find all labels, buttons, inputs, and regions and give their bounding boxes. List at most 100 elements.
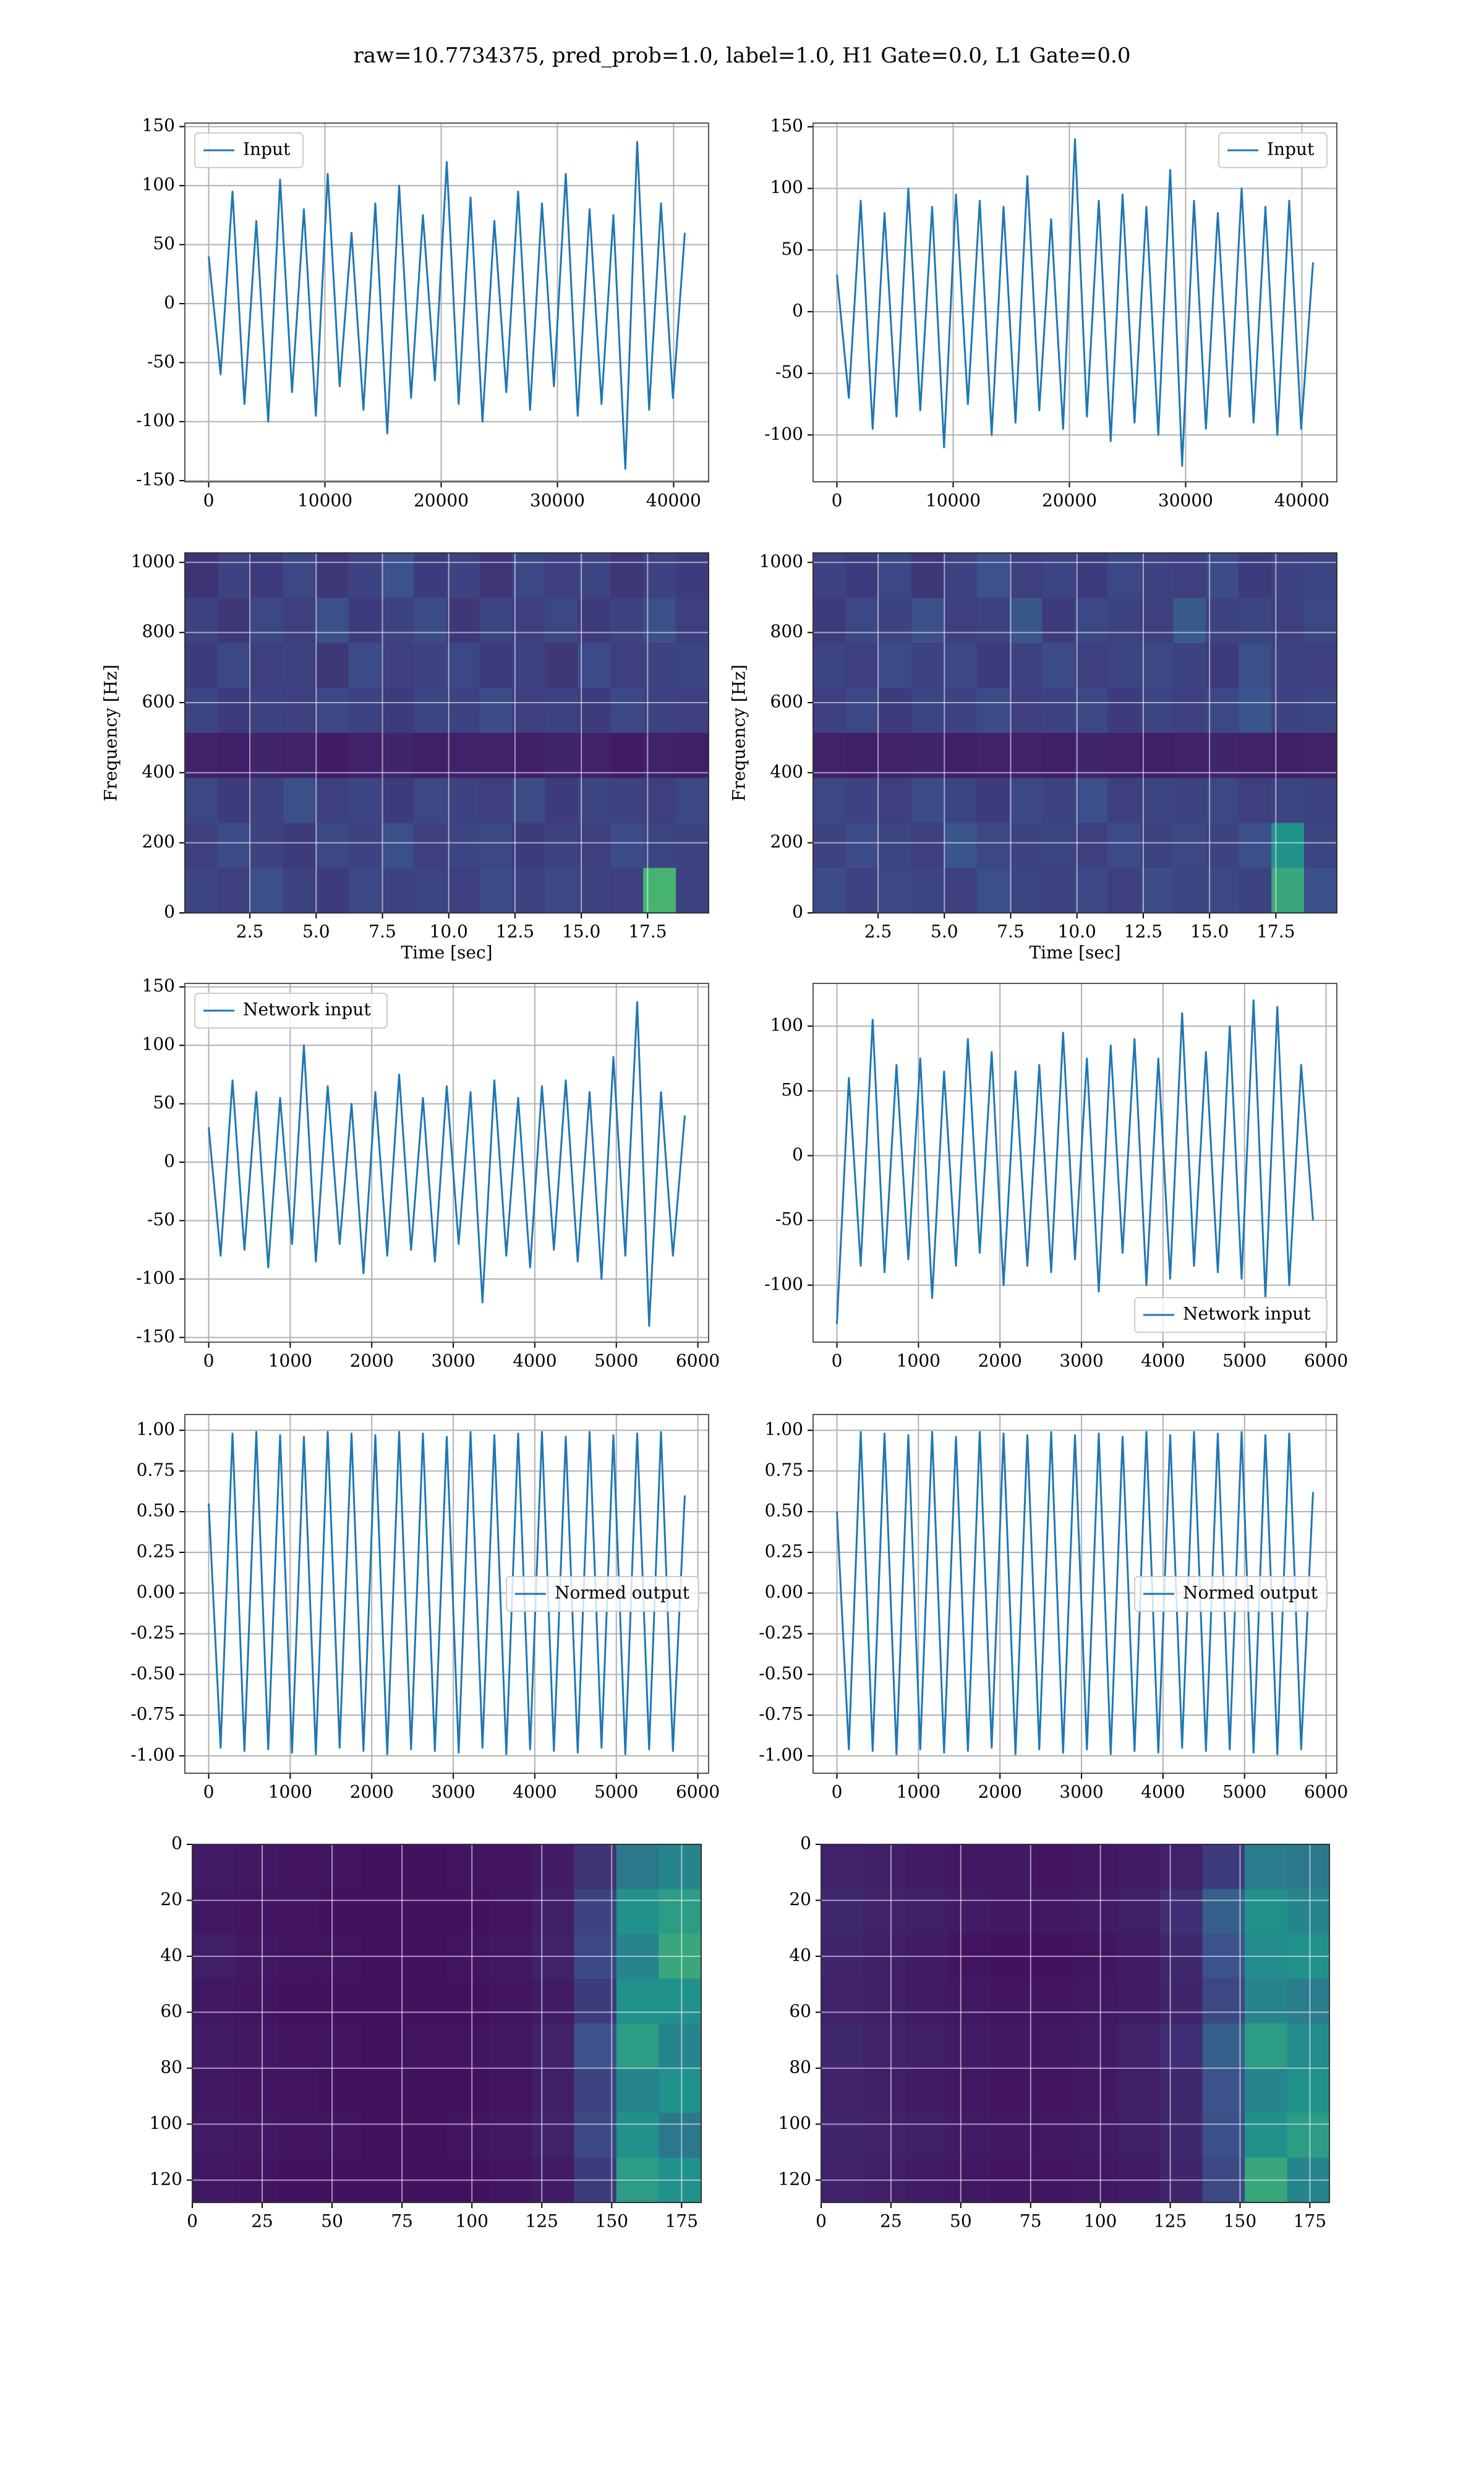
- x-tick-label: 4000: [1141, 1782, 1185, 1802]
- x-tick-label: 2000: [978, 1351, 1022, 1371]
- heatmap-cell: [1107, 823, 1141, 868]
- heatmap-cell: [944, 688, 978, 734]
- heatmap-cell: [1304, 643, 1337, 688]
- x-tick-label: 6000: [1304, 1782, 1348, 1802]
- heatmap-cell: [845, 688, 879, 734]
- y-tick-label: 60: [789, 2001, 811, 2021]
- heatmap-cell: [1160, 2113, 1203, 2159]
- x-tick-label: 0: [832, 1351, 843, 1371]
- heatmap-cell: [574, 2113, 617, 2159]
- x-tick-label: 5.0: [302, 922, 330, 942]
- heatmap-cell: [319, 1889, 362, 1935]
- x-tick-label: 5000: [594, 1351, 638, 1371]
- x-tick-label: 5.0: [931, 922, 958, 942]
- heatmap-cell: [1304, 777, 1337, 823]
- heatmap-cell: [479, 553, 513, 599]
- heatmap-cell: [404, 1844, 447, 1890]
- x-tick-label: 40000: [646, 490, 701, 511]
- heatmap-cell: [1042, 868, 1075, 914]
- heatmap-cell: [250, 643, 284, 688]
- heatmap-cell: [1117, 1844, 1161, 1890]
- heatmap-cell: [643, 597, 676, 643]
- heatmap-cell: [944, 823, 978, 868]
- x-tick-label: 75: [1020, 2211, 1042, 2232]
- x-tick-label: 0: [203, 1782, 215, 1802]
- heatmap-cell: [531, 2023, 574, 2069]
- heatmap-cell: [948, 1889, 991, 1935]
- heatmap-cell: [404, 2023, 447, 2069]
- x-tick-label: 5000: [1222, 1351, 1266, 1371]
- heatmap-cell: [315, 868, 349, 914]
- signal-line: [836, 138, 1314, 467]
- heatmap-cell: [643, 553, 676, 599]
- y-tick-label: -0.75: [759, 1704, 803, 1724]
- y-tick-label: -100: [764, 1273, 803, 1294]
- heatmap-cell: [578, 597, 611, 643]
- heatmap-cell: [1009, 553, 1043, 599]
- heatmap-cell: [531, 2113, 574, 2159]
- y-tick-label: 400: [770, 761, 803, 782]
- heatmap-cell: [1304, 868, 1337, 914]
- x-tick-label: 125: [1154, 2211, 1187, 2232]
- heatmap-cell: [414, 688, 447, 734]
- heatmap-cell: [1239, 553, 1272, 599]
- heatmap-cell: [362, 2023, 405, 2069]
- heatmap-cell: [1271, 643, 1305, 688]
- legend-box: [1134, 1297, 1328, 1333]
- heatmap-cell: [479, 868, 513, 914]
- heatmap-cell: [545, 777, 578, 823]
- x-tick-label: 0: [816, 2211, 827, 2232]
- x-tick-label: 150: [1224, 2211, 1256, 2232]
- heatmap-cell: [185, 777, 218, 823]
- heatmap-cell: [512, 643, 545, 688]
- heatmap-cell: [845, 643, 879, 688]
- heatmap-cell: [1287, 1979, 1330, 2024]
- heatmap-cell: [234, 2068, 278, 2113]
- heatmap-cell: [676, 643, 709, 688]
- heatmap-cell: [1075, 2023, 1118, 2069]
- heatmap-cell: [512, 597, 545, 643]
- x-tick-label: 25: [251, 2211, 273, 2232]
- heatmap-cell: [185, 733, 218, 779]
- heatmap-cell: [676, 733, 709, 779]
- legend-label: Normed output: [555, 1583, 690, 1603]
- y-tick-label: -100: [136, 410, 175, 430]
- heatmap-cell: [643, 643, 676, 688]
- heatmap-cell: [948, 2068, 991, 2113]
- heatmap-cell: [381, 597, 415, 643]
- heatmap-cell: [479, 688, 513, 734]
- heatmap-cell: [1117, 2068, 1161, 2113]
- heatmap-cell: [414, 868, 447, 914]
- heatmap-cell: [512, 733, 545, 779]
- heatmap-cell: [348, 643, 382, 688]
- heatmap-cell: [315, 823, 349, 868]
- heatmap-cell: [813, 643, 846, 688]
- heatmap-cell: [381, 643, 415, 688]
- heatmap-cell: [1287, 2068, 1330, 2113]
- y-tick-label: -0.25: [759, 1622, 803, 1643]
- heatmap-cell: [277, 1889, 320, 1935]
- heatmap-cell: [845, 553, 879, 599]
- heatmap-cell: [863, 1979, 906, 2024]
- heatmap-cell: [277, 1844, 320, 1890]
- x-tick-label: 5000: [594, 1782, 638, 1802]
- heatmap-cell: [1107, 733, 1141, 779]
- y-tick-label: 80: [789, 2057, 811, 2077]
- y-tick-label: 20: [160, 1889, 182, 1909]
- heatmap-cell: [1287, 1889, 1330, 1935]
- heatmap-cell: [878, 597, 912, 643]
- y-tick-label: 100: [778, 2113, 811, 2133]
- heatmap-cell: [906, 1979, 949, 2024]
- legend-label: Network input: [243, 999, 371, 1020]
- heatmap-cell: [991, 1889, 1033, 1935]
- heatmap-cell: [676, 553, 709, 599]
- heatmap-cell: [1140, 868, 1174, 914]
- heatmap-cell: [545, 597, 578, 643]
- heatmap-cell: [1075, 777, 1108, 823]
- heatmap-cell: [217, 823, 251, 868]
- heatmap-cell: [217, 688, 251, 734]
- heatmap-cell: [944, 553, 978, 599]
- heatmap-cell: [479, 597, 513, 643]
- signal-line: [208, 141, 686, 470]
- heatmap-cell: [446, 597, 480, 643]
